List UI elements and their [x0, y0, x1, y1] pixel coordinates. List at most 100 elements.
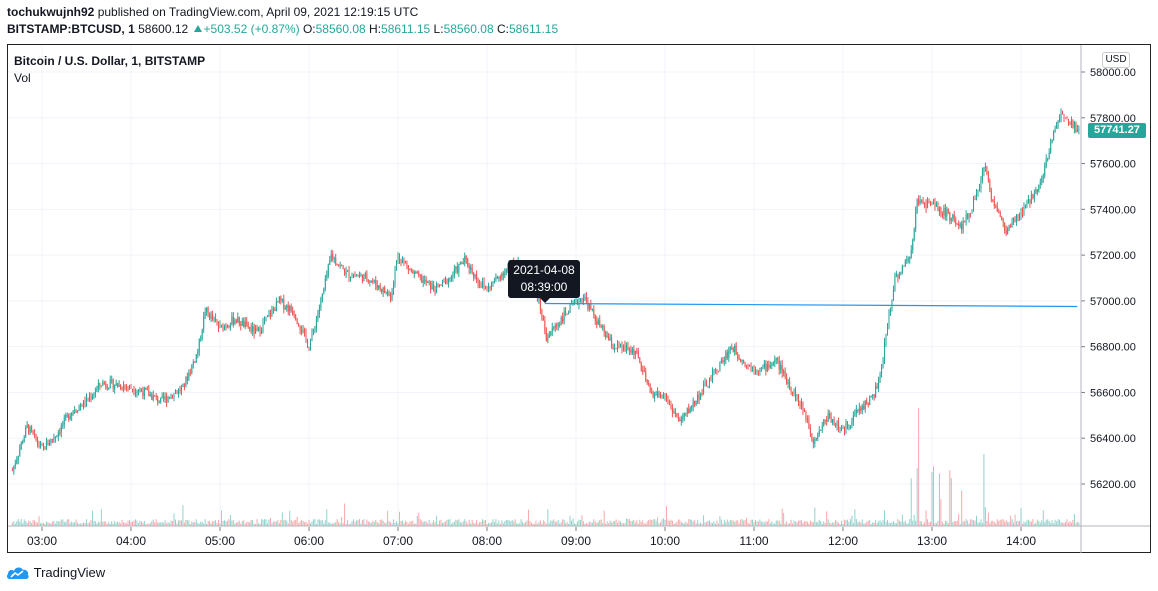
- volume-bar: [17, 519, 19, 526]
- candle-body: [734, 345, 736, 353]
- volume-bar: [640, 522, 642, 526]
- volume-bar: [80, 523, 82, 526]
- candle-body: [11, 470, 13, 472]
- chart-legend-title[interactable]: Bitcoin / U.S. Dollar, 1, BITSTAMP: [14, 54, 206, 68]
- candle-body: [996, 206, 998, 212]
- candle-body: [826, 420, 828, 422]
- tradingview-logo[interactable]: TradingView: [6, 564, 105, 582]
- candle-body: [769, 365, 771, 368]
- y-tick-label: 58000.00: [1090, 67, 1136, 79]
- candle-body: [425, 279, 427, 283]
- candle-body: [709, 377, 710, 386]
- chart-grid: [8, 45, 1080, 526]
- candle-body: [467, 259, 469, 267]
- candle-body: [173, 393, 175, 399]
- volume-bar: [447, 519, 449, 526]
- candle-body: [106, 386, 108, 389]
- volume-bar: [304, 522, 306, 526]
- candle-body: [783, 371, 785, 373]
- volume-bar: [944, 520, 946, 526]
- volume-bar: [815, 521, 817, 526]
- volume-bar: [453, 521, 455, 526]
- volume-bar: [501, 520, 503, 526]
- currency-badge[interactable]: USD: [1102, 52, 1130, 68]
- volume-bar: [290, 519, 292, 526]
- candle-body: [1029, 199, 1031, 203]
- candle-body: [452, 274, 454, 278]
- volume-bar: [154, 522, 156, 526]
- volume-bar: [216, 523, 218, 526]
- volume-bar: [182, 505, 184, 526]
- volume-bar: [523, 523, 525, 526]
- volume-bar: [330, 523, 332, 526]
- volume-bar: [918, 408, 920, 526]
- volume-bar: [180, 520, 182, 526]
- volume-bar: [370, 523, 372, 526]
- candle-body: [465, 255, 467, 260]
- volume-bar: [143, 520, 145, 526]
- candle-body: [833, 419, 835, 425]
- volume-bar: [118, 522, 120, 526]
- candle-body: [891, 300, 893, 309]
- candle-body: [42, 446, 44, 448]
- candle-body: [53, 438, 55, 440]
- candle-body: [455, 266, 457, 270]
- author-name[interactable]: tochukwujnh92: [7, 5, 95, 19]
- volume-bar: [529, 520, 531, 526]
- volume-bar: [1045, 519, 1047, 526]
- volume-bar: [878, 521, 880, 526]
- volume-bar: [207, 521, 209, 526]
- volume-bar: [1013, 522, 1015, 526]
- volume-legend[interactable]: Vol: [14, 71, 31, 85]
- candle-body: [318, 307, 320, 315]
- candle-body: [175, 392, 176, 394]
- volume-bar: [145, 523, 147, 526]
- candle-body: [965, 214, 967, 222]
- candle-body: [869, 397, 871, 406]
- candle-body: [354, 274, 356, 276]
- candle-body: [554, 325, 556, 328]
- volume-bar: [348, 523, 350, 526]
- volume-bar: [971, 519, 973, 526]
- candle-body: [855, 409, 857, 414]
- candle-body: [885, 334, 887, 343]
- candle-body: [482, 282, 484, 287]
- candle-body: [940, 207, 942, 215]
- candle-body: [323, 288, 325, 294]
- x-tick-label: 04:00: [116, 534, 146, 548]
- volume-bar: [698, 523, 700, 526]
- candle-body: [373, 280, 375, 282]
- volume-bar: [427, 523, 429, 526]
- candle-body: [706, 382, 708, 386]
- volume-bar: [964, 521, 966, 526]
- candle-body: [66, 415, 68, 417]
- volume-bar: [37, 522, 39, 526]
- candle-body: [1013, 218, 1015, 222]
- candle-body: [654, 394, 656, 398]
- candle-body: [137, 390, 139, 392]
- candle-body: [584, 296, 586, 298]
- volume-bar: [551, 520, 553, 526]
- candle-body: [1030, 194, 1032, 203]
- candle-body: [944, 207, 946, 217]
- volume-bar: [845, 520, 847, 526]
- candle-body: [59, 432, 61, 434]
- candle-body: [792, 392, 794, 394]
- volume-bar: [754, 520, 756, 526]
- volume-bar: [146, 523, 148, 526]
- candle-body: [930, 203, 932, 205]
- volume-bar: [48, 523, 50, 526]
- volume-bar: [415, 523, 417, 526]
- candle-body: [667, 399, 669, 404]
- volume-bar: [38, 516, 40, 526]
- volume-bar: [137, 523, 139, 526]
- candle-body: [355, 275, 357, 277]
- candle-body: [542, 317, 544, 321]
- volume-bar: [507, 519, 509, 526]
- candle-body: [462, 262, 464, 264]
- candle-body: [48, 443, 50, 446]
- volume-bar: [111, 521, 113, 526]
- volume-bar: [1054, 519, 1056, 526]
- volume-bar: [323, 523, 325, 526]
